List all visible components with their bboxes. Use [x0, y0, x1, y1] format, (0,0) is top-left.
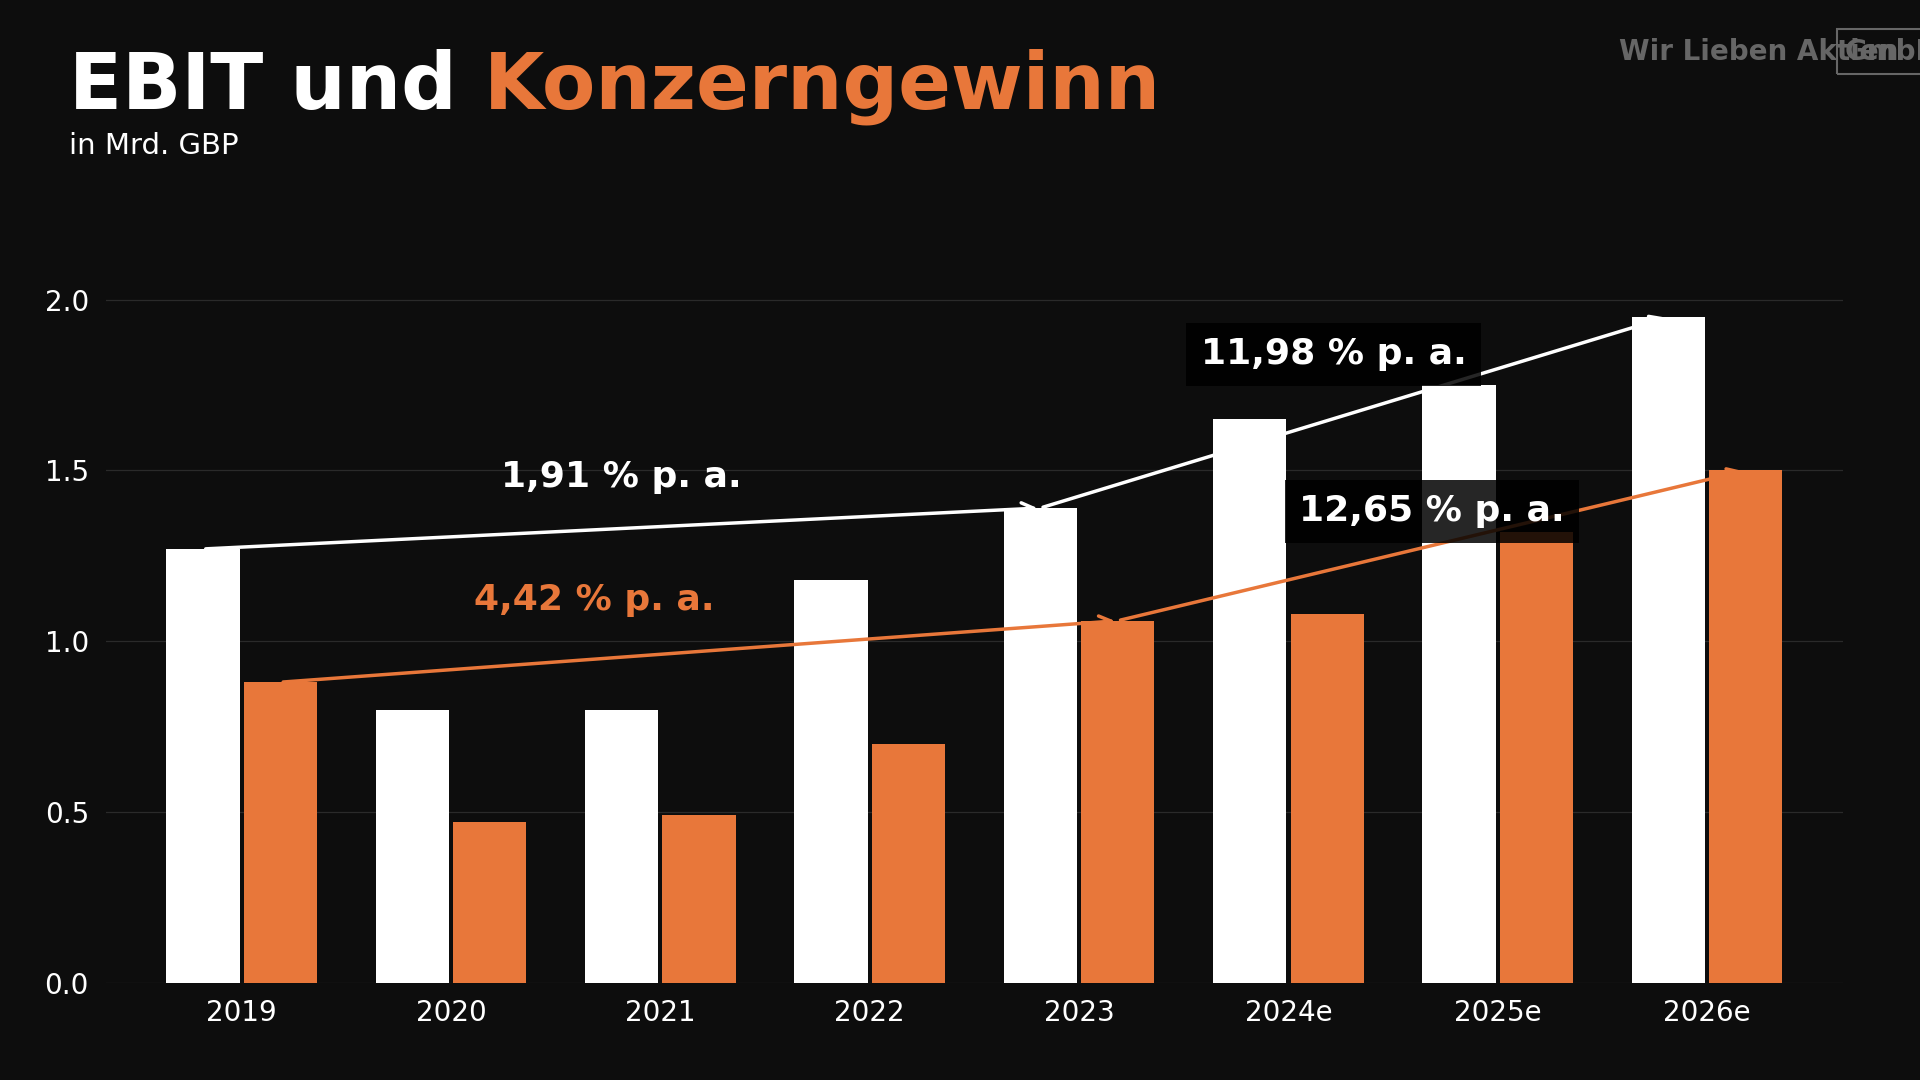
Text: 4,42 % p. a.: 4,42 % p. a.	[474, 583, 714, 618]
Bar	[586, 710, 659, 983]
Bar	[1213, 419, 1286, 983]
Bar	[1081, 621, 1154, 983]
Bar	[1290, 613, 1363, 983]
Text: EBIT und: EBIT und	[69, 49, 484, 124]
Bar	[1709, 471, 1782, 983]
Bar	[662, 815, 735, 983]
Text: Wir Lieben Aktien: Wir Lieben Aktien	[1619, 38, 1899, 66]
Bar	[1500, 532, 1572, 983]
Text: 12,65 % p. a.: 12,65 % p. a.	[1300, 495, 1565, 528]
Bar	[1004, 508, 1077, 983]
Text: GmbH: GmbH	[1845, 38, 1920, 66]
Bar	[1632, 316, 1705, 983]
Bar	[795, 580, 868, 983]
Bar	[167, 549, 240, 983]
Text: 11,98 % p. a.: 11,98 % p. a.	[1200, 337, 1467, 372]
Text: in Mrd. GBP: in Mrd. GBP	[69, 132, 238, 160]
Bar	[376, 710, 449, 983]
Bar	[244, 683, 317, 983]
Bar	[872, 744, 945, 983]
Bar	[453, 822, 526, 983]
Bar	[1423, 386, 1496, 983]
Text: Konzerngewinn: Konzerngewinn	[484, 49, 1162, 125]
Text: 1,91 % p. a.: 1,91 % p. a.	[501, 460, 741, 495]
